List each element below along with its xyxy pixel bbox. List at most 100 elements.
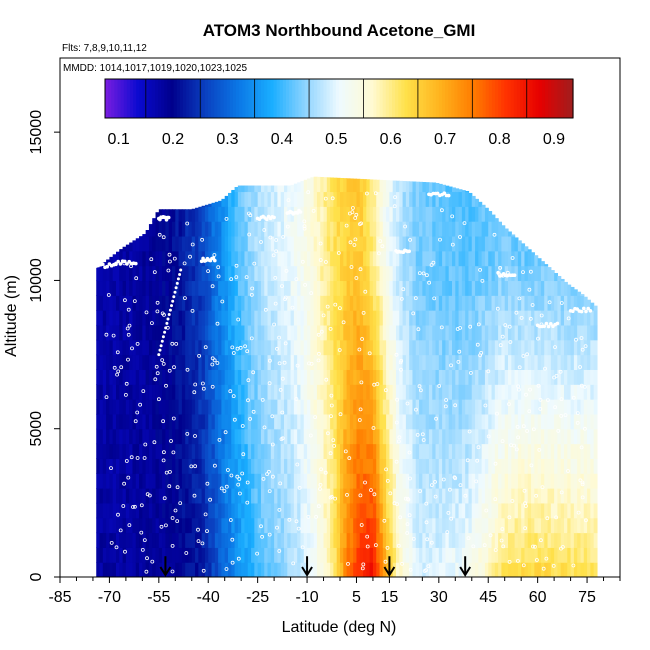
heatmap-cell (333, 354, 338, 370)
heatmap-cell (428, 458, 433, 474)
heatmap-cell (297, 502, 302, 519)
flight-track-point (432, 296, 437, 301)
heatmap-cell (330, 191, 335, 207)
heatmap-cell (293, 310, 298, 326)
heatmap-cell (534, 473, 539, 489)
heatmap-cell (330, 443, 335, 459)
flight-track-point (507, 560, 512, 564)
heatmap-cell (135, 238, 140, 252)
flight-track-point (316, 332, 321, 337)
heatmap-cell (498, 235, 503, 252)
heatmap-cell (260, 354, 265, 370)
heatmap-cell (399, 280, 404, 296)
heatmap-cell (139, 369, 143, 385)
heatmap-cell (405, 502, 410, 519)
heatmap-cell (560, 562, 565, 577)
flight-track-point (559, 546, 563, 551)
heatmap-cell (260, 517, 265, 534)
heatmap-cell (343, 532, 348, 548)
heatmap-cell (277, 428, 282, 445)
heatmap-cell (550, 488, 555, 504)
heatmap-cell (547, 280, 552, 296)
heatmap-cell (201, 547, 206, 563)
heatmap-cell (455, 443, 460, 459)
heatmap-cell (204, 413, 209, 430)
heatmap-cell (501, 250, 506, 267)
heatmap-cell (366, 458, 371, 474)
flight-track-point (429, 483, 434, 488)
flight-track-point (297, 485, 302, 490)
flight-track-point (474, 479, 479, 484)
heatmap-cell (251, 324, 255, 341)
heatmap-cell (195, 280, 199, 296)
flight-track-point (139, 530, 144, 535)
heatmap-cell (438, 428, 443, 445)
heatmap-cell (435, 369, 440, 385)
heatmap-cell (356, 265, 361, 282)
heatmap-cell (382, 295, 387, 311)
heatmap-cell (432, 458, 437, 474)
heatmap-cell (366, 443, 371, 459)
heatmap-cell (442, 191, 447, 207)
heatmap-cell (465, 369, 470, 385)
heatmap-cell (343, 191, 348, 207)
heatmap-cell (307, 443, 311, 459)
heatmap-cell (428, 547, 433, 563)
heatmap-cell (109, 384, 114, 400)
flight-track-point (267, 358, 272, 363)
heatmap-cell (267, 185, 272, 193)
heatmap-cell (508, 310, 512, 326)
heatmap-cell (267, 310, 272, 326)
heatmap-cell (277, 250, 282, 267)
heatmap-cell (458, 191, 463, 207)
colorbar-segment (423, 79, 427, 118)
heatmap-cell (517, 502, 522, 519)
heatmap-cell (158, 458, 163, 474)
heatmap-cell (178, 235, 183, 252)
heatmap-cell (438, 488, 443, 504)
heatmap-cell (204, 369, 209, 385)
heatmap-cell (148, 458, 153, 474)
heatmap-cell (491, 517, 496, 534)
heatmap-cell (237, 517, 242, 534)
heatmap-cell (511, 295, 516, 311)
heatmap-cell (392, 473, 397, 489)
flight-track-point (546, 324, 551, 329)
heatmap-cell (313, 369, 318, 385)
heatmap-cell (99, 517, 104, 534)
heatmap-cell (481, 488, 486, 504)
heatmap-cell (201, 443, 206, 459)
flight-track-point (318, 487, 322, 491)
heatmap-cell (287, 250, 292, 267)
heatmap-cell (432, 562, 437, 577)
heatmap-cell (438, 413, 443, 430)
heatmap-cell (442, 532, 447, 548)
heatmap-cell (125, 310, 130, 326)
heatmap-cell (405, 250, 410, 267)
heatmap-cell (415, 488, 420, 504)
heatmap-cell (274, 384, 279, 400)
heatmap-cell (422, 265, 427, 282)
heatmap-cell (165, 221, 170, 237)
flight-track-point (347, 456, 352, 461)
heatmap-cell (458, 443, 463, 459)
heatmap-cell (359, 399, 364, 415)
heatmap-cell (504, 458, 509, 474)
heatmap-cell (379, 265, 384, 282)
flight-track-point (500, 334, 505, 339)
heatmap-cell (372, 295, 377, 311)
heatmap-cell (465, 502, 470, 519)
heatmap-cell (359, 178, 364, 193)
heatmap-cell (517, 517, 522, 534)
heatmap-cell (168, 562, 173, 577)
flight-track-point (532, 427, 536, 432)
heatmap-cell (577, 354, 582, 370)
heatmap-cell (537, 458, 542, 474)
heatmap-cell (310, 399, 315, 415)
heatmap-cell (172, 265, 176, 282)
heatmap-cell (392, 443, 397, 459)
flights-label: Flts: 7,8,9,10,11,12 (62, 43, 147, 54)
heatmap-cell (237, 295, 242, 311)
heatmap-cell (448, 191, 453, 207)
heatmap-cell (475, 250, 479, 267)
